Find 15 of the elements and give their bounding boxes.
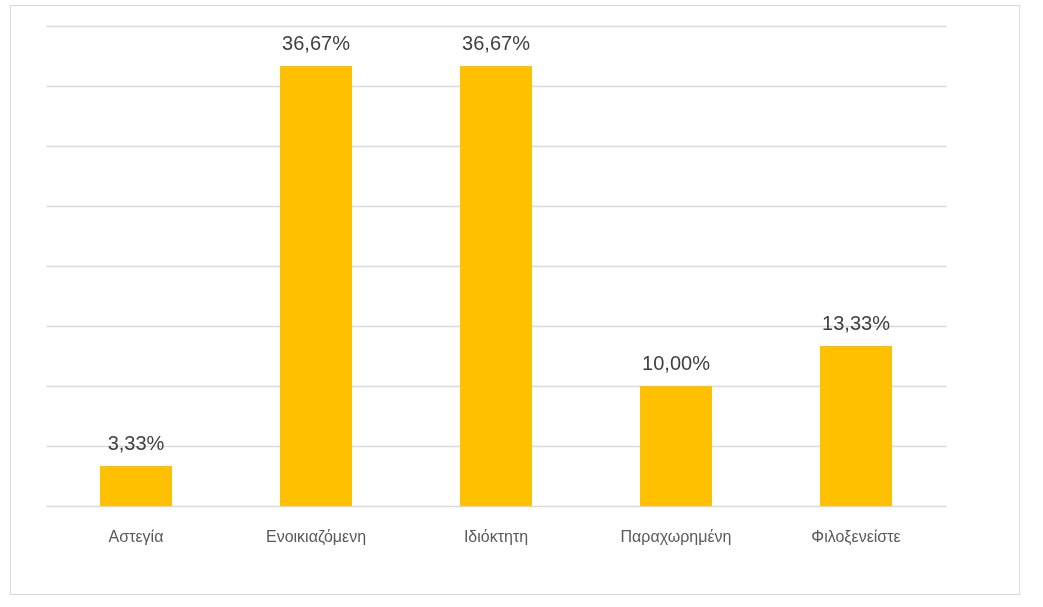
x-tick-label: Παραχωρημένη [620, 527, 732, 545]
data-label: 36,67% [282, 31, 351, 54]
bar [100, 466, 172, 506]
data-label: 13,33% [822, 312, 891, 335]
data-label: 36,67% [462, 31, 531, 54]
bar [460, 65, 532, 506]
bar [820, 346, 892, 506]
bar [640, 386, 712, 506]
x-tick-label: Αστεγία [108, 527, 164, 545]
x-tick-label: Ενοικιαζόμενη [265, 527, 367, 546]
x-tick-label: Φιλοξενείστε [811, 527, 901, 546]
data-label: 3,33% [107, 432, 165, 455]
x-tick-label: Ιδιόκτητη [463, 527, 529, 545]
data-label: 10,00% [642, 352, 711, 374]
bar [280, 65, 352, 506]
